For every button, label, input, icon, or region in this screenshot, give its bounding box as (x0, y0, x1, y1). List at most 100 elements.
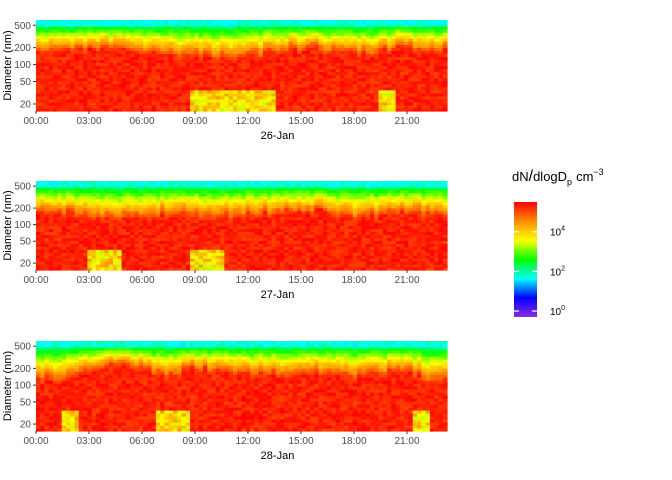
heatmap-cell (108, 35, 114, 39)
heatmap-cell (61, 222, 67, 227)
heatmap-cell (245, 101, 251, 106)
heatmap-cell (262, 186, 268, 191)
heatmap-cell (228, 213, 234, 218)
heatmap-cell (241, 258, 247, 262)
heatmap-cell (297, 89, 303, 94)
heatmap-cell (254, 258, 260, 262)
heatmap-cell (387, 77, 392, 82)
heatmap-cell (288, 228, 294, 233)
heatmap-cell (429, 83, 435, 88)
heatmap-cell (288, 186, 294, 191)
heatmap-cell (185, 234, 191, 238)
heatmap-cell (181, 92, 187, 97)
heatmap-cell (87, 83, 93, 88)
heatmap-cell (121, 80, 127, 85)
heatmap-cell (113, 246, 118, 250)
heatmap-cell (65, 20, 71, 24)
heatmap-cell (125, 225, 131, 230)
heatmap-cell (258, 71, 264, 76)
heatmap-cell (305, 198, 311, 203)
heatmap-cell (258, 92, 264, 97)
heatmap-cell (395, 20, 401, 24)
heatmap-cell (207, 267, 213, 271)
heatmap-cell (40, 192, 46, 197)
heatmap-cell (194, 243, 200, 247)
heatmap-cell (275, 207, 281, 212)
heatmap-cell (113, 68, 118, 73)
heatmap-cell (53, 237, 59, 241)
heatmap-cell (134, 101, 140, 106)
heatmap-cell (434, 68, 440, 73)
heatmap-cell (143, 53, 148, 57)
heatmap-cell (224, 225, 230, 230)
heatmap-cell (164, 71, 170, 76)
heatmap-cell (134, 83, 140, 88)
heatmap-cell (130, 98, 136, 103)
heatmap-cell (387, 56, 392, 61)
heatmap-cell (262, 234, 268, 238)
heatmap-cell (220, 198, 225, 203)
heatmap-cell (412, 41, 418, 45)
heatmap-cell (168, 101, 174, 106)
heatmap-cell (280, 47, 285, 51)
heatmap-cell (87, 249, 93, 253)
heatmap-cell (185, 219, 191, 224)
heatmap-cell (220, 65, 225, 70)
heatmap-cell (301, 65, 307, 70)
heatmap-cell (318, 216, 324, 221)
heatmap-cell (322, 264, 328, 268)
heatmap-cell (254, 231, 260, 235)
heatmap-cell (83, 210, 88, 215)
heatmap-cell (241, 77, 247, 82)
heatmap-cell (292, 195, 298, 200)
heatmap-cell (181, 186, 187, 191)
heatmap-cell (117, 74, 123, 79)
heatmap-cell (177, 59, 183, 64)
heatmap-cell (211, 249, 217, 253)
heatmap-cell (254, 204, 260, 209)
heatmap-cell (284, 207, 290, 212)
heatmap-cell (220, 50, 225, 54)
heatmap-cell (241, 255, 247, 259)
heatmap-cell (117, 210, 123, 215)
heatmap-cell (53, 74, 59, 79)
heatmap-cell (173, 181, 178, 185)
heatmap-cell (53, 29, 59, 33)
heatmap-cell (138, 186, 144, 191)
heatmap-cell (121, 246, 127, 250)
heatmap-cell (382, 68, 388, 73)
heatmap-cell (228, 77, 234, 82)
heatmap-cell (267, 29, 273, 33)
heatmap-cell (74, 53, 80, 57)
heatmap-cell (95, 98, 101, 103)
heatmap-cell (83, 20, 88, 24)
heatmap-cell (65, 101, 71, 106)
heatmap-cell (211, 231, 217, 235)
heatmap-cell (374, 101, 380, 106)
heatmap-cell (399, 38, 405, 42)
heatmap-cell (207, 53, 213, 57)
heatmap-cell (237, 50, 243, 54)
heatmap-cell (348, 20, 354, 24)
heatmap-cell (434, 74, 440, 79)
heatmap-cell (160, 20, 166, 24)
heatmap-cell (91, 240, 97, 244)
heatmap-cell (365, 89, 371, 94)
heatmap-cell (365, 20, 371, 24)
heatmap-cell (271, 249, 277, 253)
heatmap-cell (130, 252, 136, 256)
heatmap-cell (121, 53, 127, 57)
heatmap-cell (181, 231, 187, 235)
heatmap-cell (198, 56, 204, 61)
heatmap-cell (232, 104, 238, 109)
heatmap-cell (44, 20, 50, 24)
heatmap-cell (190, 181, 196, 185)
heatmap-cell (125, 222, 131, 227)
heatmap-cell (70, 68, 76, 73)
heatmap-cell (108, 56, 114, 61)
heatmap-cell (391, 104, 397, 109)
heatmap-cell (271, 207, 277, 212)
heatmap-cell (224, 77, 230, 82)
heatmap-cell (292, 53, 298, 57)
heatmap-cell (125, 32, 131, 36)
